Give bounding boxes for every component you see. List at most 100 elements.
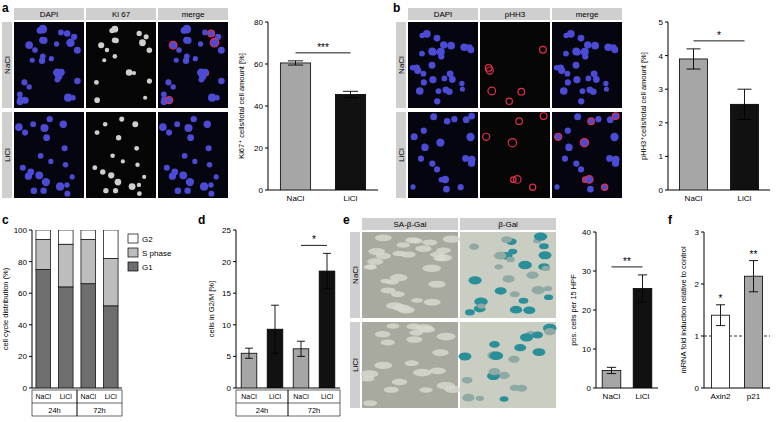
cell [397, 242, 410, 247]
cell [544, 328, 556, 335]
nucleus [591, 70, 598, 77]
nucleus [170, 84, 175, 89]
row-label: LiCl [351, 358, 360, 372]
y-tick [593, 271, 596, 272]
nucleus [184, 187, 190, 193]
y-axis-label: cell cycle distribution (%) [1, 267, 10, 350]
y-tick [265, 148, 268, 149]
nucleus [565, 79, 571, 85]
nucleus [62, 145, 68, 151]
micrograph [362, 322, 458, 408]
nucleus [612, 46, 619, 53]
y-axis-label: cells in G2/M [%] [207, 281, 216, 337]
nucleus [554, 65, 560, 71]
nucleus [436, 139, 444, 147]
nucleus [612, 113, 619, 120]
cell [514, 344, 526, 351]
cell [429, 367, 446, 374]
nucleus [468, 156, 476, 164]
nucleus [169, 41, 177, 49]
bar-segment [81, 239, 96, 283]
nucleus [410, 65, 416, 71]
y-tick-label: 1 [695, 332, 700, 341]
x-tick-label: NaCl [80, 393, 96, 400]
nucleus [204, 121, 211, 128]
nucleus [580, 139, 588, 147]
y-tick [233, 230, 236, 231]
bar-segment [103, 230, 118, 258]
significance-label: ** [750, 249, 758, 260]
cell [508, 356, 519, 363]
cell [462, 394, 474, 402]
y-tick [233, 388, 236, 389]
stained-nucleus [137, 31, 142, 36]
error-bar [297, 341, 305, 356]
row-label: NaCl [351, 266, 360, 284]
nucleus [64, 191, 70, 197]
cell [363, 400, 377, 406]
y-tick [265, 190, 268, 191]
cell [406, 336, 422, 343]
stained-nucleus [121, 159, 125, 163]
nucleus [15, 123, 23, 131]
stained-nucleus [119, 117, 124, 122]
cell [422, 265, 441, 273]
stained-nucleus [585, 176, 593, 184]
nucleus [66, 38, 75, 47]
nucleus [562, 156, 568, 162]
y-tick-label: 2 [659, 119, 664, 128]
stained-nucleus [102, 58, 106, 62]
y-tick [29, 356, 32, 357]
micrograph [158, 112, 228, 198]
significance-label: ** [623, 256, 631, 267]
nucleus [200, 182, 209, 191]
legend-swatch [128, 262, 138, 271]
y-axis-label: pos. cells per 15 HPF [569, 274, 578, 346]
nucleus [208, 191, 214, 197]
nucleus [55, 73, 62, 80]
y-tick-label: 0 [227, 384, 232, 393]
column-header [480, 8, 550, 20]
nucleus [555, 133, 562, 140]
cell [538, 263, 550, 270]
stained-nucleus [555, 133, 562, 140]
y-tick [265, 64, 268, 65]
nucleus [436, 88, 442, 94]
cell [539, 243, 549, 249]
nucleus [58, 29, 64, 35]
cell [506, 257, 515, 262]
nucleus [587, 86, 594, 93]
legend-swatch [128, 234, 138, 243]
row-header [2, 22, 12, 108]
nucleus [573, 62, 580, 69]
y-tick-label: 0 [695, 384, 700, 393]
y-tick-label: 5 [659, 18, 664, 27]
nucleus [580, 88, 586, 94]
cell [365, 265, 376, 270]
nucleus [166, 130, 172, 136]
column-label: pHH3 [505, 10, 526, 19]
nucleus [214, 174, 219, 179]
group-label: 72h [308, 406, 321, 415]
column-header [362, 218, 458, 230]
legend-swatch [128, 248, 138, 257]
nucleus [595, 116, 601, 122]
nucleus [202, 29, 208, 35]
y-tick-label: 0 [659, 186, 664, 195]
cell [364, 264, 377, 269]
nucleus [56, 182, 65, 191]
nucleus [30, 58, 35, 63]
nucleus [40, 124, 48, 132]
error-bar [271, 305, 279, 353]
nucleus [208, 182, 213, 187]
nucleus [565, 127, 571, 133]
plot-area [679, 49, 758, 190]
nucleus [193, 56, 198, 61]
nucleus [612, 156, 620, 164]
stained-nucleus [108, 172, 114, 178]
y-axis [704, 232, 705, 388]
stained-nucleus [144, 34, 149, 39]
nucleus [22, 97, 29, 104]
panel-label: d [198, 213, 205, 227]
cell [526, 271, 538, 279]
